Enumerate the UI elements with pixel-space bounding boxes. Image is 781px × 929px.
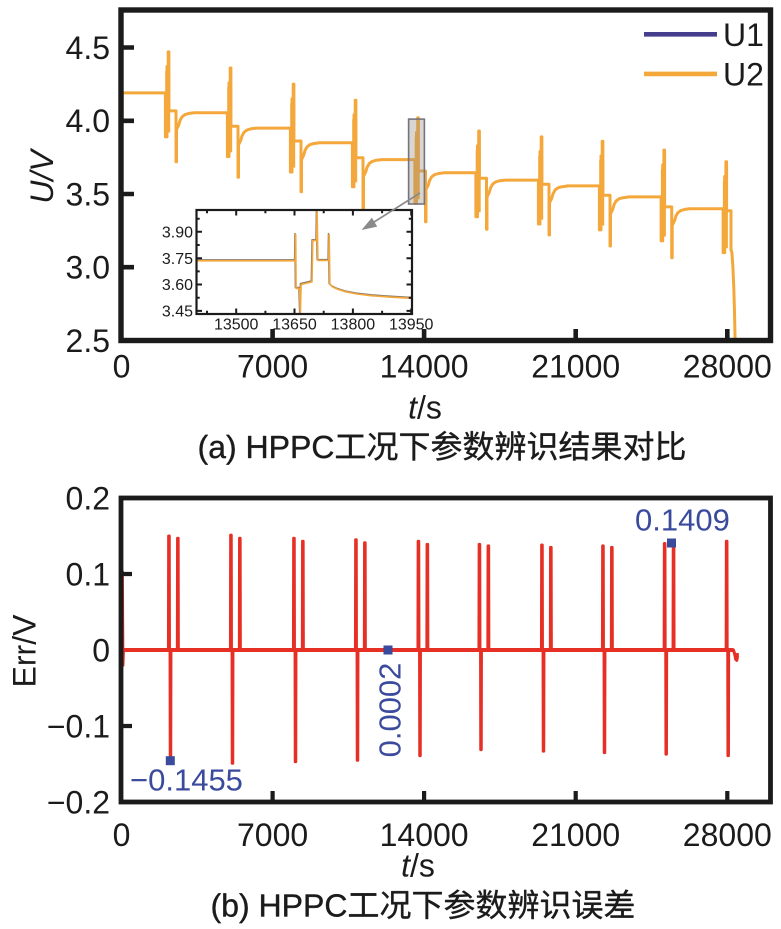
svg-text:3.45: 3.45 [162,304,193,321]
svg-text:13500: 13500 [214,317,259,334]
svg-text:4.5: 4.5 [66,30,110,66]
svg-text:0.1409: 0.1409 [635,503,730,538]
svg-text:3.60: 3.60 [162,277,193,294]
svg-text:28000: 28000 [683,817,772,853]
svg-text:t/s: t/s [401,848,435,884]
svg-text:4.0: 4.0 [66,103,110,139]
svg-text:U/V: U/V [24,148,60,204]
svg-text:3.0: 3.0 [66,250,110,286]
svg-text:U1: U1 [723,17,764,53]
svg-text:0: 0 [113,817,131,853]
svg-text:13650: 13650 [272,317,317,334]
svg-text:21000: 21000 [531,817,620,853]
svg-text:3.75: 3.75 [162,251,193,268]
svg-text:U2: U2 [723,56,764,92]
svg-text:13800: 13800 [331,317,376,334]
svg-text:−0.1: −0.1 [47,708,110,744]
svg-text:21000: 21000 [531,349,620,385]
svg-text:−0.2: −0.2 [47,784,110,820]
svg-text:14000: 14000 [380,817,469,853]
svg-text:3.5: 3.5 [66,176,110,212]
svg-text:2.5: 2.5 [66,323,110,359]
svg-text:28000: 28000 [683,349,772,385]
svg-text:0: 0 [113,349,131,385]
svg-text:7000: 7000 [237,349,308,385]
svg-text:0.2: 0.2 [66,480,110,516]
svg-text:0.0002: 0.0002 [373,663,408,758]
svg-text:−0.1455: −0.1455 [130,763,243,798]
svg-text:3.90: 3.90 [162,225,193,242]
svg-text:14000: 14000 [380,349,469,385]
svg-text:t/s: t/s [408,390,442,426]
svg-text:0.1: 0.1 [66,556,110,592]
svg-text:7000: 7000 [237,817,308,853]
svg-text:0: 0 [92,632,110,668]
svg-text:13950: 13950 [389,317,434,334]
svg-text:Err/V: Err/V [6,614,42,688]
